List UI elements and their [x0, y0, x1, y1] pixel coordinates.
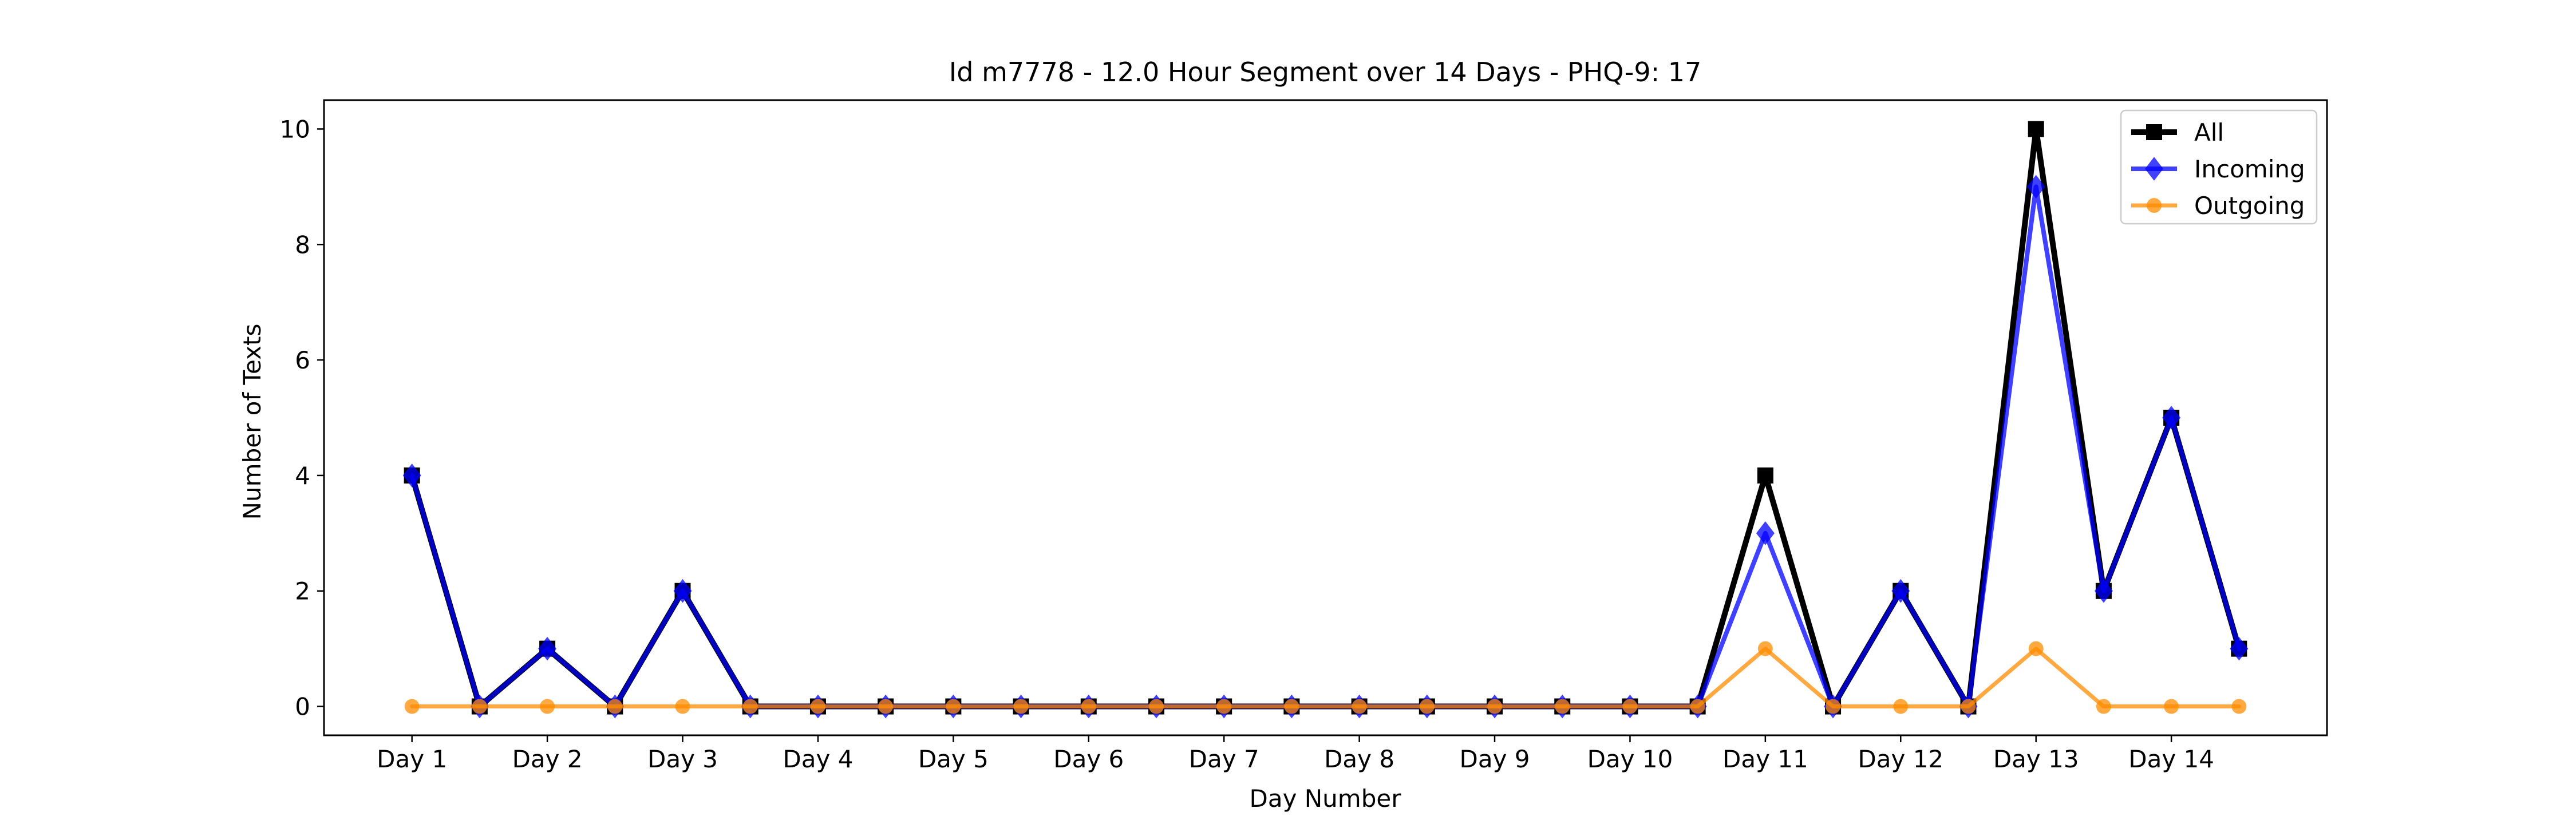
data-point-outgoing [1826, 699, 1841, 714]
y-tick-label: 8 [295, 231, 310, 259]
data-point-outgoing [540, 699, 555, 714]
data-point-incoming [1756, 521, 1775, 545]
plot-frame [323, 99, 2328, 736]
x-tick-label: Day 8 [1324, 745, 1394, 773]
legend-marker-all [2146, 124, 2162, 140]
legend-marker-incoming [2145, 157, 2163, 181]
legend-label-outgoing: Outgoing [2194, 192, 2305, 220]
x-tick-label: Day 13 [1993, 745, 2079, 773]
data-point-outgoing [1555, 699, 1570, 714]
data-point-incoming [538, 636, 557, 661]
data-point-outgoing [2096, 699, 2111, 714]
plot-area: 0 2 4 6 8 10 Day 1 Day 2 Day 3 Day 4 Day 5 Day 6 Day… [280, 99, 2328, 773]
data-point-outgoing [1216, 699, 1232, 714]
y-tick-label: 0 [295, 693, 310, 721]
data-point-outgoing [742, 699, 758, 714]
data-point-outgoing [1487, 699, 1503, 714]
data-point-outgoing [1690, 699, 1705, 714]
data-point-outgoing [1352, 699, 1367, 714]
data-point-outgoing [1419, 699, 1435, 714]
x-tick-label: Day 14 [2128, 745, 2214, 773]
y-tick-label: 2 [295, 577, 310, 605]
data-point-outgoing [675, 699, 690, 714]
legend-box [2120, 109, 2318, 225]
x-tick-label: Day 6 [1053, 745, 1124, 773]
data-point-outgoing [472, 699, 487, 714]
data-point-incoming [2094, 579, 2113, 603]
y-tick-label: 10 [280, 115, 310, 143]
chart-title: Id m7778 - 12.0 Hour Segment over 14 Day… [949, 57, 1702, 88]
data-point-all [1757, 467, 1773, 484]
x-tick-label: Day 9 [1460, 745, 1530, 773]
legend-label-all: All [2194, 118, 2224, 146]
data-point-outgoing [607, 699, 623, 714]
x-tick-label: Day 12 [1858, 745, 1943, 773]
series-line-outgoing [410, 647, 2241, 709]
x-axis-label: Day Number [1249, 785, 1401, 813]
x-tick-label: Day 3 [647, 745, 718, 773]
legend: All Incoming Outgoing [2120, 109, 2318, 225]
data-point-incoming [2230, 636, 2249, 661]
y-tick-label: 6 [295, 346, 310, 374]
data-point-outgoing [1757, 641, 1773, 656]
data-point-incoming [2026, 175, 2045, 199]
x-tick-label: Day 11 [1722, 745, 1808, 773]
x-tick-label: Day 2 [512, 745, 583, 773]
data-point-outgoing [2231, 699, 2247, 714]
data-point-outgoing [1893, 699, 1909, 714]
x-tick-label: Day 7 [1189, 745, 1259, 773]
data-point-outgoing [810, 699, 825, 714]
data-point-outgoing [946, 699, 961, 714]
legend-marker-outgoing [2147, 198, 2162, 213]
data-point-outgoing [878, 699, 894, 714]
data-point-incoming [673, 579, 692, 603]
data-point-incoming [402, 464, 421, 488]
data-point-outgoing [404, 699, 420, 714]
x-tick-label: Day 10 [1587, 745, 1673, 773]
data-point-incoming [1891, 579, 1910, 603]
x-tick-label: Day 4 [783, 745, 853, 773]
data-point-outgoing [2164, 699, 2179, 714]
y-tick-label: 4 [295, 462, 310, 490]
data-point-outgoing [1622, 699, 1638, 714]
data-point-incoming [2162, 406, 2181, 430]
x-tick-label: Day 5 [918, 745, 989, 773]
data-point-outgoing [1148, 699, 1164, 714]
data-point-outgoing [1961, 699, 1976, 714]
data-point-outgoing [2028, 641, 2044, 656]
data-point-outgoing [1284, 699, 1299, 714]
data-point-outgoing [1013, 699, 1029, 714]
legend-label-incoming: Incoming [2194, 155, 2305, 183]
y-axis-label: Number of Texts [238, 324, 266, 520]
data-point-outgoing [1081, 699, 1096, 714]
data-point-all [2028, 121, 2044, 137]
x-tick-label: Day 1 [377, 745, 447, 773]
